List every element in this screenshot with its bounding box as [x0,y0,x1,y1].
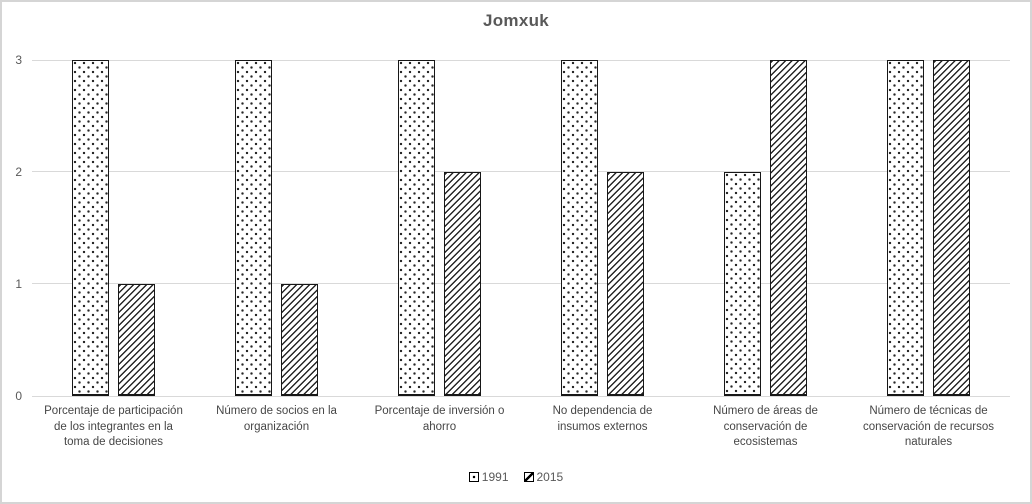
y-tick-label-0: 0 [15,389,22,403]
category-label-3: Porcentaje de inversión o ahorro [374,405,505,433]
category-label-4: No dependencia de insumos externos [552,405,653,433]
bar-1991-category-2 [235,60,272,396]
y-tick-label-2: 2 [15,165,22,179]
bar-1991-category-6 [887,60,924,396]
gridline-y-1 [32,283,1010,285]
gridline-y-0 [32,395,1010,397]
bar-1991-category-4 [561,60,598,396]
x-axis-category-labels: Porcentaje de participación de los integ… [32,404,1010,451]
bar-2015-category-5 [770,60,807,396]
plot-area: 0 1 2 3 [15,53,1010,403]
y-tick-label-3: 3 [15,53,22,67]
bar-2015-category-6 [933,60,970,396]
bar-2015-category-1 [118,284,155,396]
bar-group-5 [684,60,847,396]
legend-swatch-dots-icon [468,472,479,482]
legend-item-1991: 1991 [468,470,509,484]
category-label-1: Porcentaje de participación de los integ… [44,405,183,448]
bar-group-2 [195,60,358,396]
bar-group-3 [358,60,521,396]
legend-label-2015: 2015 [536,470,564,484]
category-label-2: Número de socios en la organización [216,405,337,433]
legend: 1991 2015 [2,470,1030,484]
bar-1991-category-3 [398,60,435,396]
bar-groups [32,60,1010,396]
legend-item-2015: 2015 [523,470,564,484]
legend-label-1991: 1991 [481,470,509,484]
y-tick-label-1: 1 [15,277,22,291]
bar-2015-category-2 [281,284,318,396]
gridline-y-3 [32,59,1010,61]
bar-1991-category-1 [72,60,109,396]
bar-group-4 [521,60,684,396]
category-label-5: Número de áreas de conservación de ecosi… [713,405,818,448]
bar-2015-category-4 [607,172,644,396]
bar-group-1 [32,60,195,396]
bar-2015-category-3 [444,172,481,396]
bar-group-6 [847,60,1010,396]
legend-swatch-diagonal-stripes-icon [523,472,534,482]
category-label-6: Número de técnicas de conservación de re… [862,405,995,448]
gridline-y-2 [32,171,1010,173]
bar-1991-category-5 [724,172,761,396]
chart-title: Jomxuk [482,11,550,30]
